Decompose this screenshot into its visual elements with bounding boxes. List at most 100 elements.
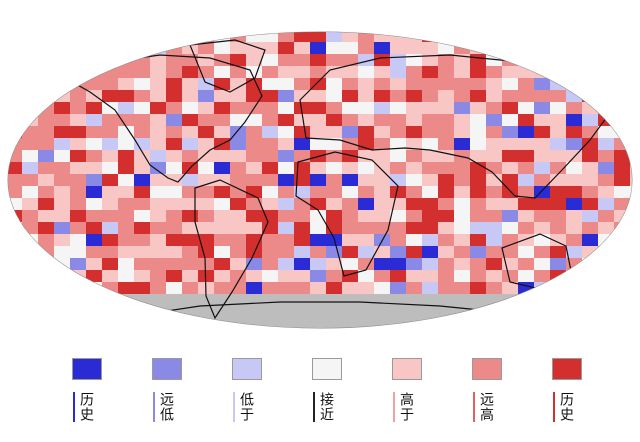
grid-cell bbox=[374, 114, 390, 126]
grid-cell bbox=[198, 234, 214, 246]
grid-cell bbox=[8, 174, 22, 186]
grid-cell bbox=[422, 258, 438, 270]
grid-cell bbox=[422, 186, 438, 198]
grid-cell bbox=[326, 294, 342, 306]
grid-cell bbox=[118, 258, 134, 270]
grid-cell bbox=[518, 32, 534, 42]
grid-cell bbox=[406, 114, 422, 126]
legend-tick bbox=[153, 392, 155, 422]
grid-cell bbox=[166, 126, 182, 138]
grid-cell bbox=[630, 330, 640, 340]
grid-cell bbox=[614, 198, 630, 210]
grid-cell bbox=[22, 174, 38, 186]
grid-cell bbox=[294, 330, 310, 340]
grid-cell bbox=[118, 90, 134, 102]
grid-cell bbox=[150, 114, 166, 126]
grid-cell bbox=[454, 282, 470, 294]
grid-cell bbox=[486, 102, 502, 114]
grid-cell bbox=[8, 234, 22, 246]
grid-cell bbox=[550, 114, 566, 126]
grid-cell bbox=[374, 54, 390, 66]
grid-cell bbox=[342, 210, 358, 222]
grid-cell bbox=[86, 210, 102, 222]
grid-cell bbox=[86, 54, 102, 66]
legend-item-near: 接近 bbox=[312, 358, 346, 442]
grid-cell bbox=[438, 294, 454, 306]
grid-cell bbox=[326, 42, 342, 54]
legend-label: 高于 bbox=[398, 392, 414, 422]
grid-cell bbox=[294, 318, 310, 328]
grid-cell bbox=[598, 318, 614, 328]
grid-cell bbox=[438, 246, 454, 258]
legend-tick bbox=[313, 392, 315, 422]
grid-cell bbox=[566, 90, 582, 102]
grid-cell bbox=[470, 174, 486, 186]
grid-cell bbox=[118, 210, 134, 222]
grid-cell bbox=[294, 282, 310, 294]
grid-cell bbox=[534, 90, 550, 102]
grid-cell bbox=[294, 102, 310, 114]
grid-cell bbox=[486, 330, 502, 340]
grid-cell bbox=[8, 246, 22, 258]
grid-cell bbox=[358, 78, 374, 90]
grid-cell bbox=[310, 198, 326, 210]
north-america-coast bbox=[58, 54, 263, 183]
grid-cell bbox=[422, 294, 438, 306]
grid-cell bbox=[518, 78, 534, 90]
grid-cell bbox=[614, 294, 630, 306]
grid-cell bbox=[198, 246, 214, 258]
legend-tick bbox=[393, 392, 395, 422]
grid-cell bbox=[262, 150, 278, 162]
grid-cell bbox=[374, 270, 390, 282]
grid-cell bbox=[630, 198, 632, 210]
grid-cell bbox=[310, 282, 326, 294]
grid-cell bbox=[630, 54, 632, 66]
grid-cell bbox=[342, 246, 358, 258]
grid-cell bbox=[438, 258, 454, 270]
grid-cell bbox=[422, 270, 438, 282]
grid-cell bbox=[182, 210, 198, 222]
grid-cell bbox=[102, 174, 118, 186]
grid-cell bbox=[550, 138, 566, 150]
grid-cell bbox=[454, 32, 470, 42]
grid-cell bbox=[278, 294, 294, 306]
grid-cell bbox=[390, 294, 406, 306]
grid-cell bbox=[166, 114, 182, 126]
grid-cell bbox=[22, 78, 38, 90]
grid-cell bbox=[198, 114, 214, 126]
grid-cell bbox=[150, 294, 166, 306]
grid-cell bbox=[598, 306, 614, 318]
grid-cell bbox=[38, 210, 54, 222]
grid-cell bbox=[326, 138, 342, 150]
legend-swatch bbox=[392, 358, 422, 380]
grid-cell bbox=[134, 246, 150, 258]
grid-cell bbox=[230, 270, 246, 282]
grid-cell bbox=[182, 114, 198, 126]
grid-cell bbox=[390, 150, 406, 162]
grid-cell bbox=[86, 198, 102, 210]
grid-cell bbox=[518, 126, 534, 138]
grid-cell bbox=[86, 330, 102, 340]
grid-cell bbox=[214, 186, 230, 198]
grid-cell bbox=[70, 162, 86, 174]
grid-cell bbox=[438, 282, 454, 294]
grid-cell bbox=[150, 138, 166, 150]
grid-cell bbox=[182, 198, 198, 210]
grid-cell bbox=[326, 282, 342, 294]
grid-cell bbox=[310, 138, 326, 150]
grid-cell bbox=[22, 186, 38, 198]
grid-cell bbox=[422, 174, 438, 186]
grid-cell bbox=[406, 270, 422, 282]
grid-cell bbox=[70, 174, 86, 186]
grid-cell bbox=[182, 258, 198, 270]
grid-cell bbox=[630, 234, 632, 246]
grid-cell bbox=[518, 246, 534, 258]
grid-cell bbox=[70, 54, 86, 66]
grid-cell bbox=[198, 150, 214, 162]
grid-cell bbox=[8, 270, 22, 282]
grid-cell bbox=[262, 234, 278, 246]
grid-cell bbox=[406, 318, 422, 328]
grid-cell bbox=[630, 90, 632, 102]
legend-tick bbox=[233, 392, 235, 422]
grid-cell bbox=[70, 126, 86, 138]
